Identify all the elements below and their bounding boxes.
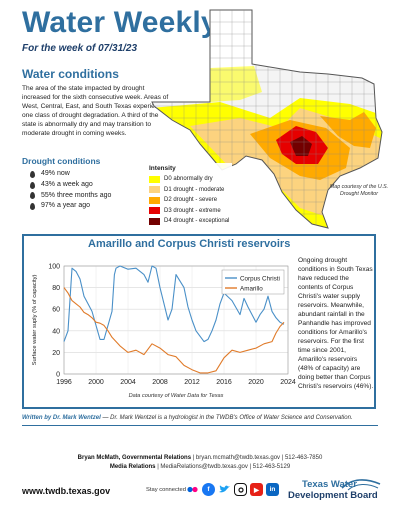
water-conditions-heading: Water conditions <box>22 67 119 81</box>
water-conditions-text: The area of the state impacted by drough… <box>22 85 170 138</box>
flickr-icon[interactable] <box>186 483 199 496</box>
y-tick-label: 20 <box>52 350 60 357</box>
legend-title: Intensity <box>149 165 176 172</box>
stay-connected-label: Stay connected: <box>146 487 188 493</box>
legend-item-d4: D4 drought - exceptional <box>149 216 229 227</box>
logo-swoosh-icon <box>341 479 381 491</box>
newsletter-title: Water Weekly <box>22 6 218 39</box>
social-links: f ▶ in <box>186 483 282 496</box>
legend-swatch <box>149 217 160 225</box>
list-item: 55% three months ago <box>30 191 111 202</box>
series-line-corpus-christi <box>63 265 285 343</box>
drought-conditions-heading: Drought conditions <box>22 156 101 166</box>
y-tick-label: 80 <box>52 285 60 292</box>
reservoirs-panel <box>22 234 376 409</box>
youtube-icon[interactable]: ▶ <box>250 483 263 496</box>
facebook-icon[interactable]: f <box>202 483 215 496</box>
contact-info: Bryan McMath, Governmental Relations | b… <box>40 454 360 472</box>
legend-swatch <box>149 175 160 183</box>
y-tick-label: 40 <box>52 328 60 335</box>
plot-frame <box>63 265 289 375</box>
x-tick-label: 2008 <box>152 379 168 386</box>
twitter-icon[interactable] <box>218 483 231 496</box>
list-item: 43% a week ago <box>30 180 111 191</box>
water-drop-icon <box>30 170 35 178</box>
website-link[interactable]: www.twdb.texas.gov <box>22 486 111 496</box>
water-drop-icon <box>30 203 35 211</box>
legend-label: Corpus Christi <box>240 275 280 282</box>
y-tick-label: 0 <box>56 372 60 379</box>
reservoir-storage-chart: 0 20 40 60 80 100 1996 2000 2004 2008 2012 2016 2020… <box>32 264 296 400</box>
x-tick-label: 2000 <box>88 379 104 386</box>
legend-item-d3: D3 drought - extreme <box>149 206 229 217</box>
legend-item-d1: D1 drought - moderate <box>149 185 229 196</box>
contact-media: Media Relations | MediaRelations@twdb.te… <box>109 464 291 470</box>
texas-drought-map <box>151 9 383 229</box>
x-tick-label: 2004 <box>120 379 136 386</box>
x-tick-label: 2012 <box>184 379 200 386</box>
legend-label: Amarillo <box>240 285 263 292</box>
chart-credit: Data courtesy of Water Data for Texas <box>129 393 224 399</box>
author-bio: — Dr. Mark Wentzel is a hydrologist in t… <box>100 415 353 421</box>
y-axis-label: Surface water suply (% of capacity) <box>32 275 38 366</box>
list-item: 97% a year ago <box>30 201 111 212</box>
linkedin-icon[interactable]: in <box>266 483 279 496</box>
x-tick-label: 2020 <box>248 379 264 386</box>
logo-line-1: Texas Water <box>302 479 357 490</box>
list-item: 49% now <box>30 169 111 180</box>
reservoirs-heading: Amarillo and Corpus Christi reservoirs <box>88 238 291 250</box>
water-drop-icon <box>30 181 35 189</box>
author-line: Written by Dr. Mark Wentzel — Dr. Mark W… <box>22 414 382 422</box>
legend-item-d0: D0 abnormally dry <box>149 174 229 185</box>
legend-swatch <box>149 207 160 215</box>
legend-swatch <box>149 186 160 194</box>
instagram-icon[interactable] <box>234 483 247 496</box>
legend-swatch <box>149 196 160 204</box>
x-tick-label: 2016 <box>216 379 232 386</box>
contact-governmental: Bryan McMath, Governmental Relations | b… <box>77 455 323 461</box>
author-name: Written by Dr. Mark Wentzel <box>22 415 101 421</box>
drought-conditions-list: 49% now 43% a week ago 55% three months … <box>30 169 111 212</box>
divider <box>22 425 378 426</box>
series-line-amarillo <box>63 287 285 374</box>
y-tick-label: 100 <box>48 264 60 271</box>
logo-line-2: Development Board <box>288 490 378 501</box>
x-tick-label: 1996 <box>56 379 72 386</box>
drought-intensity-legend: Intensity D0 abnormally dry D1 drought -… <box>146 163 233 229</box>
chart-legend <box>221 269 285 295</box>
x-tick-label: 2024 <box>280 379 296 386</box>
twdb-logo: Texas Water Development Board <box>274 479 382 501</box>
issue-date: For the week of 07/31/23 <box>22 43 138 54</box>
map-credit: Map courtesy of the U.S. Drought Monitor <box>329 184 389 197</box>
water-drop-icon <box>30 192 35 200</box>
legend-item-d2: D2 drought - severe <box>149 195 229 206</box>
reservoirs-text: Ongoing drought conditions in South Texa… <box>298 257 374 390</box>
y-tick-label: 60 <box>52 307 60 314</box>
